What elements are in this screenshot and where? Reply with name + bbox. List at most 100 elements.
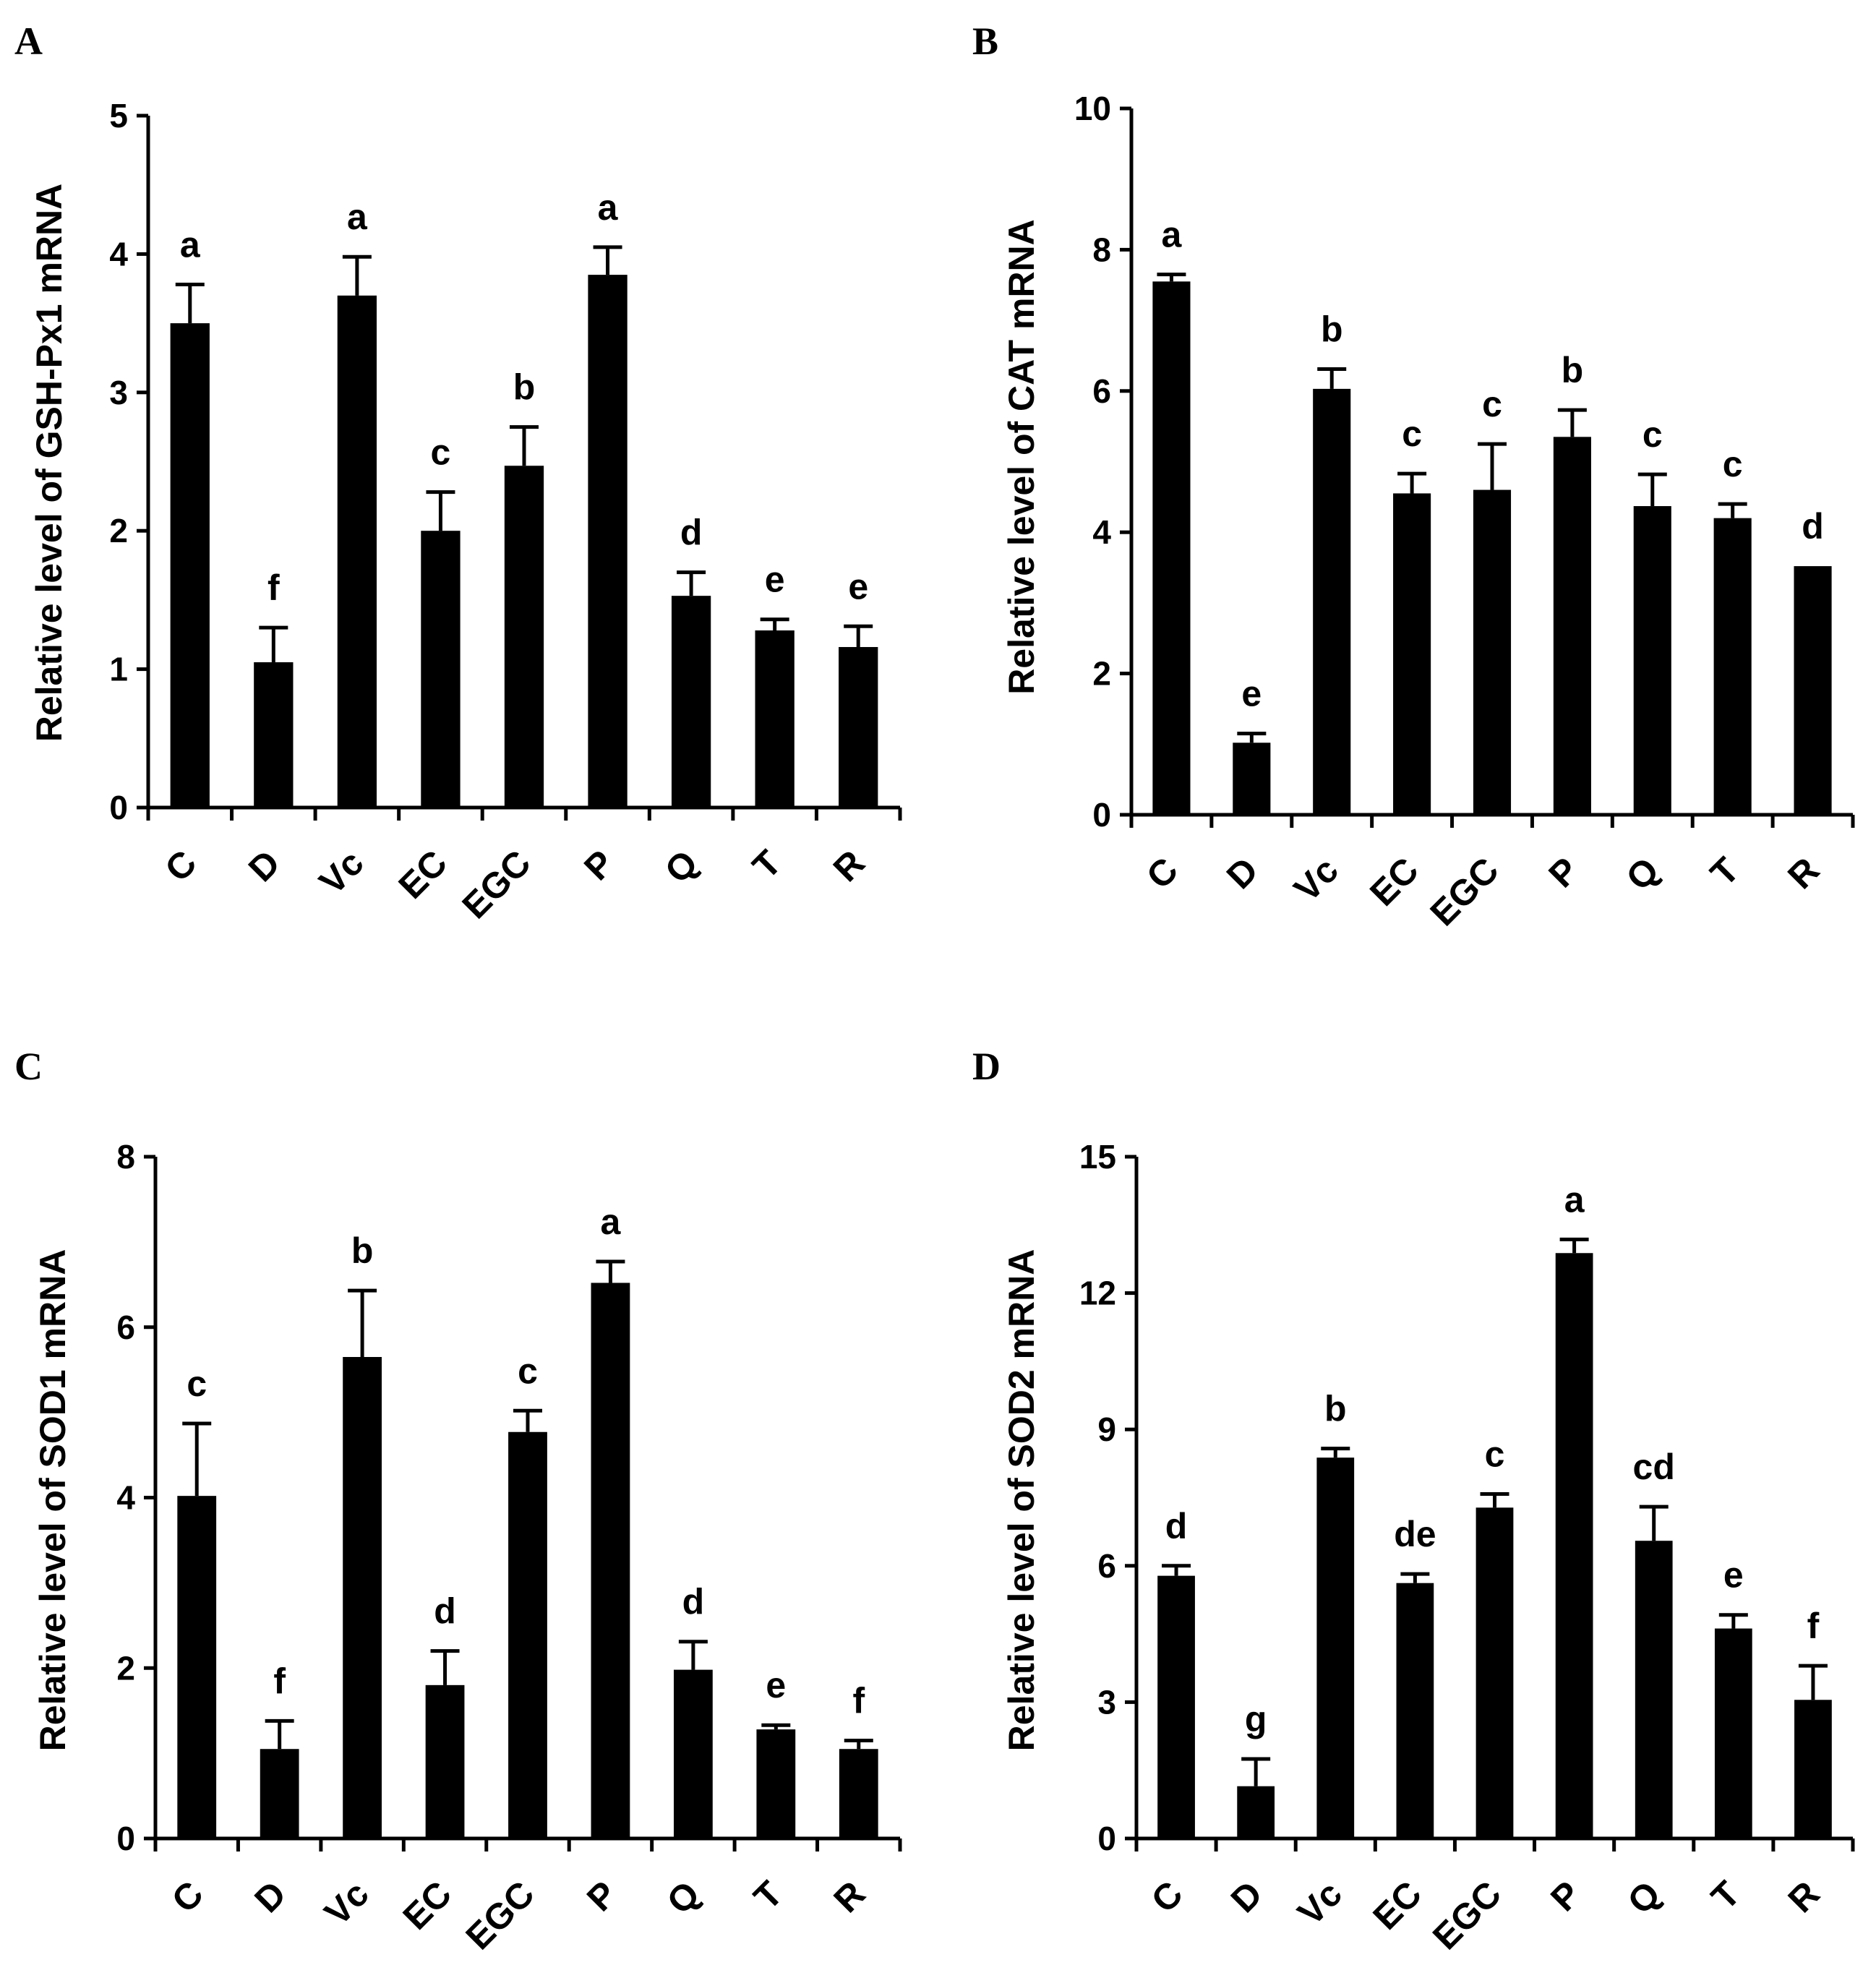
bar-t	[1714, 1628, 1752, 1838]
x-tick-label: R	[826, 842, 873, 889]
x-tick-label: EC	[1362, 849, 1426, 914]
significance-label: c	[1723, 444, 1743, 484]
bar-p	[588, 275, 628, 808]
bar-p	[1555, 1253, 1593, 1838]
x-tick-label: P	[579, 1873, 625, 1919]
x-tick-label: P	[576, 842, 622, 888]
significance-label: f	[1807, 1606, 1820, 1646]
significance-label: c	[1485, 1434, 1505, 1474]
significance-label: e	[766, 1665, 786, 1705]
bar-egc	[508, 1431, 547, 1838]
bar-d	[1233, 742, 1271, 815]
bar-egc	[504, 466, 544, 808]
y-tick-label: 0	[1092, 796, 1111, 834]
y-tick-label: 8	[116, 1138, 135, 1176]
y-axis-title: Relative level of SOD1 mRNA	[33, 1249, 73, 1752]
significance-label: b	[1562, 350, 1584, 390]
bar-d	[1237, 1786, 1275, 1838]
significance-label: cd	[1633, 1447, 1675, 1487]
significance-label: c	[1482, 384, 1502, 424]
significance-label: d	[682, 1582, 705, 1622]
significance-label: c	[518, 1350, 538, 1391]
x-tick-label: EGC	[1425, 1873, 1509, 1957]
x-tick-label: Vc	[312, 842, 372, 902]
significance-label: e	[765, 560, 785, 600]
bar-r	[839, 646, 878, 808]
y-tick-label: 4	[109, 235, 128, 273]
x-tick-label: C	[157, 842, 204, 889]
chart-panel-a: A 0 1 2 3 4 5 Relative level of GSH-Px1 mRNA a Cf…	[14, 20, 902, 926]
bar-ec	[425, 1684, 465, 1838]
x-tick-label: D	[1219, 849, 1266, 896]
x-tick-label: D	[247, 1873, 294, 1920]
x-tick-label: P	[1543, 1873, 1588, 1919]
significance-label: b	[1324, 1389, 1347, 1429]
significance-label: c	[187, 1363, 207, 1404]
bar-c	[1152, 281, 1191, 815]
significance-label: b	[1321, 309, 1343, 350]
x-tick-label: R	[1780, 849, 1827, 896]
significance-label: a	[601, 1202, 622, 1242]
y-tick-label: 3	[1097, 1683, 1116, 1721]
significance-label: e	[1723, 1555, 1744, 1596]
significance-label: d	[434, 1591, 456, 1632]
y-tick-label: 6	[1097, 1547, 1116, 1585]
bar-d	[260, 1749, 299, 1838]
significance-label: f	[273, 1661, 286, 1701]
significance-label: f	[267, 568, 280, 608]
bar-ec	[1393, 493, 1431, 815]
y-tick-label: 3	[109, 374, 128, 411]
x-tick-label: Vc	[317, 1873, 377, 1933]
x-tick-label: C	[1139, 849, 1186, 896]
y-tick-label: 5	[109, 97, 128, 134]
x-tick-label: Vc	[1290, 1873, 1350, 1933]
bar-egc	[1475, 1507, 1514, 1838]
panel-letter: C	[14, 1045, 43, 1088]
x-tick-label: Vc	[1286, 849, 1346, 909]
chart-panel-d: D 0 3 6 9 12 15 Relative level of SOD2 mRNA d Cg D…	[972, 1045, 1855, 1957]
bar-vc	[1313, 388, 1351, 815]
bar-vc	[1316, 1457, 1355, 1838]
x-tick-label: R	[826, 1873, 873, 1920]
x-tick-label: Q	[657, 842, 706, 891]
x-tick-label: D	[1223, 1873, 1270, 1920]
significance-label: d	[680, 513, 703, 553]
bar-q	[673, 1669, 713, 1838]
y-tick-label: 9	[1097, 1410, 1116, 1448]
significance-label: e	[848, 566, 868, 607]
x-tick-label: EC	[395, 1873, 460, 1938]
x-tick-label: R	[1781, 1873, 1828, 1920]
y-tick-label: 6	[116, 1309, 135, 1346]
y-tick-label: 2	[1092, 655, 1111, 693]
y-tick-label: 0	[1097, 1820, 1116, 1857]
x-tick-label: EC	[1365, 1873, 1429, 1938]
x-tick-label: D	[241, 842, 288, 889]
y-tick-label: 4	[1092, 513, 1111, 551]
y-tick-label: 0	[109, 789, 128, 826]
x-tick-label: EC	[391, 842, 455, 907]
significance-label: g	[1245, 1699, 1267, 1739]
bar-ec	[421, 531, 461, 808]
significance-label: d	[1165, 1506, 1188, 1546]
y-tick-label: 2	[116, 1649, 135, 1687]
y-tick-label: 0	[116, 1820, 135, 1857]
significance-label: de	[1394, 1514, 1436, 1554]
x-tick-label: T	[746, 1873, 790, 1917]
bar-q	[671, 596, 711, 808]
x-tick-label: C	[164, 1873, 211, 1920]
y-tick-label: 10	[1074, 90, 1111, 127]
significance-label: a	[1162, 215, 1183, 255]
y-axis-title: Relative level of GSH-Px1 mRNA	[29, 184, 69, 742]
y-tick-label: 1	[109, 651, 128, 688]
bar-q	[1633, 506, 1671, 815]
significance-label: f	[852, 1680, 865, 1721]
x-tick-label: T	[1703, 1873, 1747, 1917]
bar-d	[254, 662, 294, 808]
bar-t	[755, 630, 794, 808]
bar-p	[591, 1283, 630, 1838]
y-tick-label: 15	[1079, 1138, 1116, 1176]
x-tick-label: C	[1144, 1873, 1191, 1920]
significance-label: c	[431, 432, 451, 473]
bar-r	[1794, 566, 1832, 815]
